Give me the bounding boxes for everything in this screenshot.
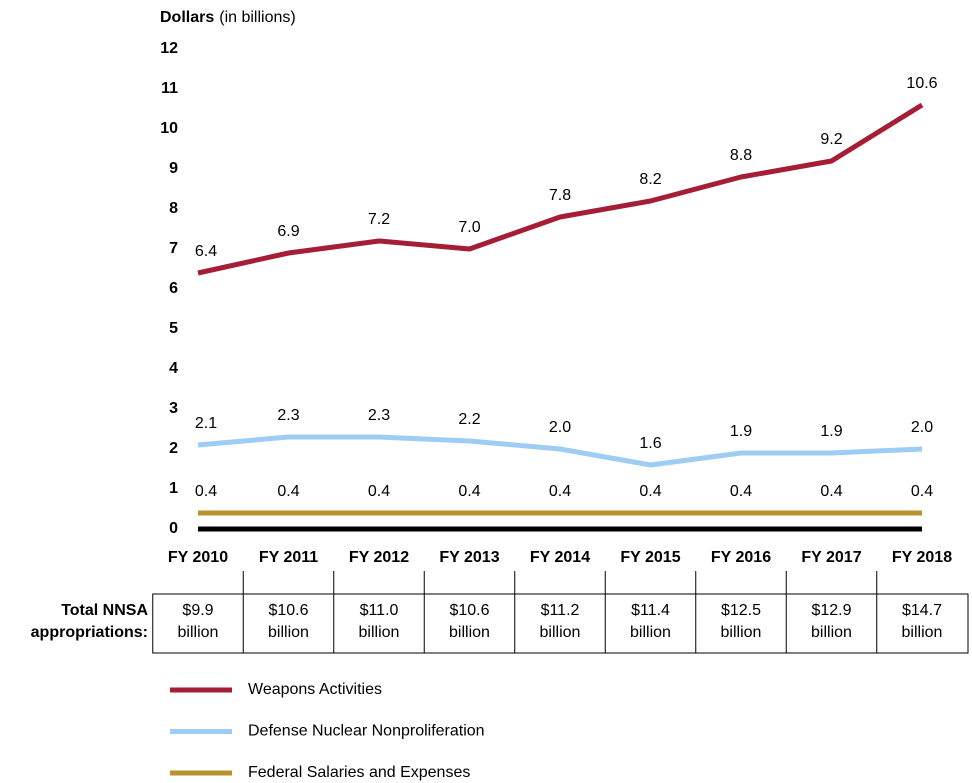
data-label: 0.4 xyxy=(911,483,933,500)
x-tick-label: FY 2010 xyxy=(168,549,228,566)
table-cell: $14.7 xyxy=(902,602,942,619)
table-cell: billion xyxy=(811,624,852,641)
y-tick-label: 1 xyxy=(169,480,178,497)
data-label: 0.4 xyxy=(730,483,752,500)
data-label: 0.4 xyxy=(639,483,661,500)
x-tick-label: FY 2011 xyxy=(259,549,318,566)
data-label: 0.4 xyxy=(277,483,299,500)
y-tick-label: 11 xyxy=(161,80,178,97)
x-tick-label: FY 2014 xyxy=(530,549,590,566)
legend-label: Weapons Activities xyxy=(248,681,382,698)
data-label: 0.4 xyxy=(458,483,480,500)
table-cell: $11.4 xyxy=(631,602,670,619)
legend-label: Defense Nuclear Nonproliferation xyxy=(248,723,485,740)
table-cell: billion xyxy=(630,624,671,641)
data-label: 6.9 xyxy=(277,223,299,240)
data-label: 0.4 xyxy=(368,483,390,500)
data-label: 2.0 xyxy=(911,419,933,436)
data-label: 8.8 xyxy=(730,147,752,164)
y-tick-label: 0 xyxy=(169,520,178,537)
data-label: 8.2 xyxy=(639,171,661,188)
table-cell: billion xyxy=(540,624,581,641)
table-cell: billion xyxy=(268,624,309,641)
data-label: 0.4 xyxy=(195,483,217,500)
table-cell: billion xyxy=(178,624,219,641)
y-axis-unit: (in billions) xyxy=(219,9,295,26)
y-tick-label: 2 xyxy=(169,440,178,457)
y-tick-label: 5 xyxy=(169,320,178,337)
x-tick-label: FY 2016 xyxy=(711,549,771,566)
table-cell: $9.9 xyxy=(182,602,213,619)
data-label: 2.1 xyxy=(195,415,217,432)
table-cell: $12.5 xyxy=(721,602,761,619)
y-tick-label: 9 xyxy=(169,160,178,177)
y-axis-label: Dollars (in billions) xyxy=(160,9,296,26)
data-label: 7.0 xyxy=(458,219,480,236)
table-label: appropriations: xyxy=(31,624,148,641)
x-tick-label: FY 2013 xyxy=(439,549,499,566)
data-label: 7.8 xyxy=(549,187,571,204)
table-label: Total NNSA xyxy=(61,602,148,619)
legend-label: Federal Salaries and Expenses xyxy=(248,764,470,781)
y-tick-label: 12 xyxy=(160,40,178,57)
data-label: 10.6 xyxy=(906,75,937,92)
y-tick-label: 7 xyxy=(169,240,178,257)
table-cell: billion xyxy=(721,624,762,641)
data-label: 2.3 xyxy=(277,407,299,424)
y-tick-label: 3 xyxy=(169,400,178,417)
data-label: 2.3 xyxy=(368,407,390,424)
series-line xyxy=(197,102,924,276)
table-cell: billion xyxy=(902,624,943,641)
table-cell: $10.6 xyxy=(449,602,489,619)
data-label: 1.9 xyxy=(730,423,752,440)
x-tick-label: FY 2018 xyxy=(892,549,952,566)
table-cell: $12.9 xyxy=(811,602,851,619)
table-cell: $11.0 xyxy=(360,602,399,619)
x-tick-label: FY 2012 xyxy=(349,549,409,566)
data-label: 1.9 xyxy=(820,423,842,440)
y-tick-label: 6 xyxy=(169,280,178,297)
y-tick-label: 4 xyxy=(169,360,178,377)
y-axis-title: Dollars xyxy=(160,9,214,26)
x-tick-label: FY 2017 xyxy=(801,549,861,566)
table-cell: billion xyxy=(359,624,400,641)
data-label: 0.4 xyxy=(549,483,571,500)
data-label: 2.0 xyxy=(549,419,571,436)
table-cell: $10.6 xyxy=(268,602,308,619)
y-tick-label: 8 xyxy=(169,200,178,217)
data-label: 9.2 xyxy=(820,131,842,148)
x-tick-label: FY 2015 xyxy=(620,549,680,566)
table-cell: $11.2 xyxy=(541,602,580,619)
table-cell: billion xyxy=(449,624,490,641)
data-label: 1.6 xyxy=(639,435,661,452)
series-line xyxy=(197,434,923,468)
data-label: 7.2 xyxy=(368,211,390,228)
table-frame xyxy=(152,593,969,654)
data-label: 2.2 xyxy=(458,411,480,428)
data-label: 6.4 xyxy=(195,243,217,260)
data-label: 0.4 xyxy=(820,483,842,500)
y-tick-label: 10 xyxy=(160,120,178,137)
